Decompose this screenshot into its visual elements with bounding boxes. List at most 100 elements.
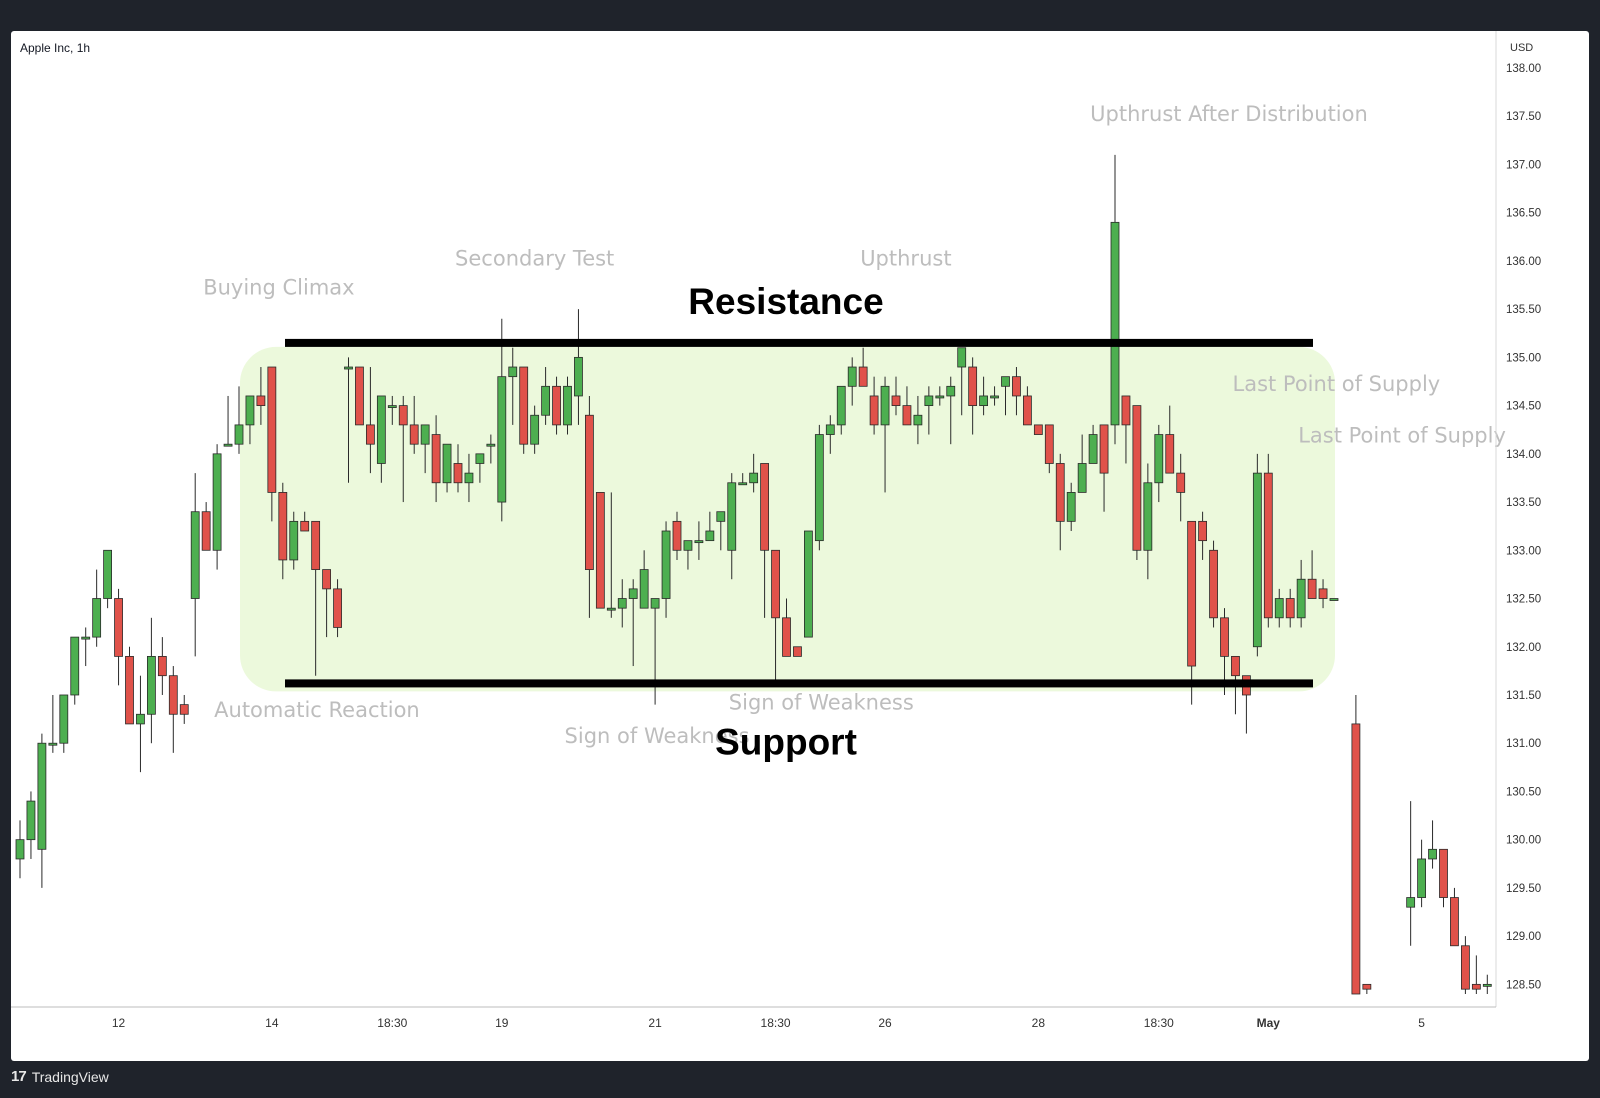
symbol-label[interactable]: Apple Inc, 1h [20,41,90,55]
candle [1482,974,1492,994]
candle [891,376,901,416]
candle-body-down [1285,598,1295,619]
candle-body-down [672,520,682,551]
candle-body-up [1088,434,1098,464]
price-tick-label: 132.50 [1506,594,1541,606]
candle [880,376,890,493]
candle [552,376,561,435]
candle-body-down [398,405,408,426]
candle [1417,839,1426,908]
candle [300,511,310,532]
candle [125,646,134,725]
candle-body-up [957,347,967,368]
candle-body-up [825,424,835,435]
candle-body-up [1296,578,1306,619]
candle-body-down [1121,395,1131,426]
candle [114,588,123,686]
candle [1351,694,1361,995]
candle-body-down [1461,945,1470,990]
candle-body-down [453,463,463,484]
candle [1165,405,1175,474]
candle [1099,424,1109,512]
candle-body-down [585,414,594,570]
candle-body-down [409,424,419,445]
candle-body-up [880,385,890,426]
wyckoff-annotation: Last Point of Supply [1298,423,1506,447]
candle-body-down [858,366,868,387]
candle [595,492,605,609]
candle-body-down [1318,588,1328,599]
candle [234,386,244,454]
candle-body-up [92,598,102,638]
candle [223,395,233,447]
candle [661,521,671,618]
price-tick-label: 134.00 [1506,449,1541,461]
candle-body-down [1362,983,1372,990]
candle-body-up [1066,492,1076,522]
candle-body-down [782,617,791,657]
tradingview-watermark[interactable]: 17 TradingView [11,1068,109,1085]
price-chart[interactable]: Buying Climax Secondary Test Upthrust Upthr… [11,31,1589,1061]
candle [245,395,255,445]
candle [1023,386,1032,426]
candle [157,637,167,695]
candle-body-up [486,443,496,447]
resistance-label: Resistance [688,281,883,322]
time-axis[interactable]: 12 14 18:30 19 21 18:30 26 28 18:30 May 5 [112,1016,1425,1030]
candle [1066,482,1076,531]
candle [869,376,879,435]
candle [1296,559,1306,628]
price-tick-label: 133.00 [1506,545,1541,557]
candle-body-up [683,540,693,551]
price-tick-label: 137.00 [1506,159,1541,171]
candle-body-down [267,366,277,493]
candle-body-down [333,588,342,628]
tradingview-name: TradingView [31,1068,109,1085]
candle [70,636,80,705]
candle [1285,588,1295,628]
candle-body-down [157,655,167,677]
price-axis[interactable]: 128.50 129.00 129.50 130.00 130.50 131.00 131.… [1506,63,1541,991]
price-tick-label: 130.00 [1506,835,1541,847]
wyckoff-annotation: Upthrust [860,247,951,271]
candle [168,666,178,753]
candle [979,376,988,416]
candle-body-up [530,414,540,445]
candle [1121,395,1131,464]
time-tick-label: 18:30 [761,1016,791,1030]
candle-body-down [1132,405,1142,551]
candle-body-down [1209,549,1218,619]
candle-body-down [1187,520,1197,667]
candle [672,511,682,560]
candle [475,453,485,483]
candle-body-up [464,472,474,484]
candle-body-down [1055,463,1065,522]
support-line [285,679,1313,688]
candle-body-down [1263,472,1273,619]
candle-body-up [136,713,145,725]
wyckoff-annotation: Sign of Weakness [729,690,914,714]
candle [1471,955,1481,994]
candle [1439,848,1448,908]
candle-body-down [552,385,561,426]
candle [1252,453,1262,657]
candle [48,694,58,753]
chart-panel[interactable]: Buying Climax Secondary Test Upthrust Upthr… [11,31,1589,1061]
currency-box[interactable] [1498,35,1542,59]
candle-body-down [869,395,879,426]
candle-body-up [508,366,518,378]
candle-body-up [234,424,244,445]
candle-body-up [1154,434,1164,484]
candle-body-up [376,395,386,464]
candle [92,569,102,647]
candle [935,386,945,406]
candle-body-down [595,492,605,609]
candle [858,347,868,387]
time-tick-label: 18:30 [377,1016,407,1030]
currency-label[interactable]: USD [1510,42,1533,54]
candle-body-up [70,636,80,696]
candle [1055,453,1065,551]
candle-body-up [804,530,813,638]
candle [81,627,91,667]
candle-body-up [420,424,430,445]
